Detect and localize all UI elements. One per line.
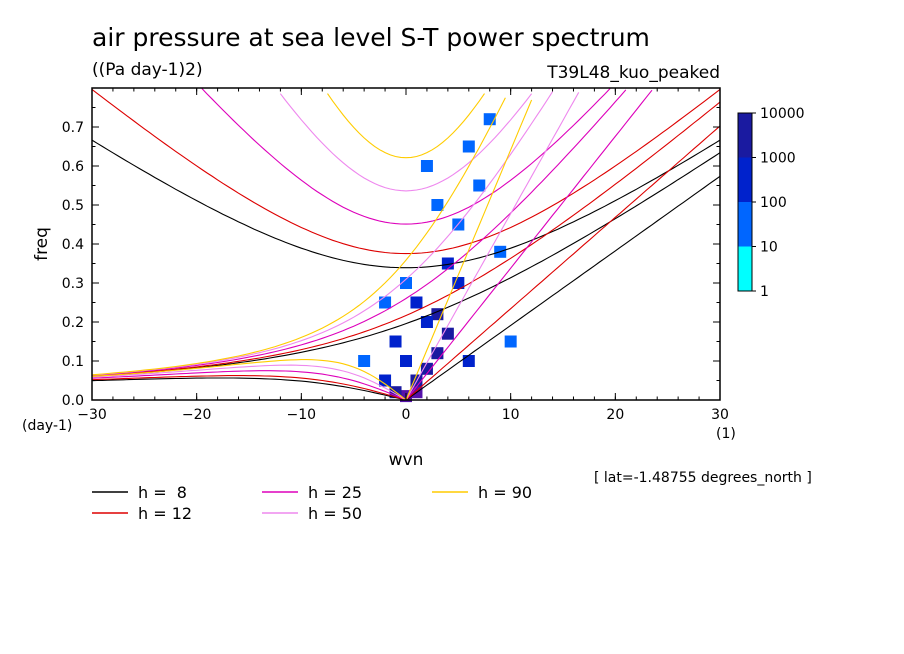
- colorbar: 1 10 100 1000 10000: [737, 106, 805, 300]
- rossby-wave-curve: [91, 370, 407, 401]
- y-tick-label: 0.3: [62, 276, 84, 292]
- y-axis-label: freq: [32, 227, 52, 261]
- rossby-wave-curve: [91, 375, 407, 401]
- x-tick-label: 0: [402, 407, 411, 423]
- colorbar-label: 10: [760, 240, 778, 256]
- kelvin-wave-curve: [405, 175, 721, 401]
- rossby-wave-curve: [91, 364, 407, 401]
- spectrum-cell: [473, 179, 486, 192]
- legend-label: h = 25: [308, 483, 362, 502]
- legend-label: h = 90: [478, 483, 532, 502]
- x-tick-label: 20: [606, 407, 624, 423]
- spectrum-cell: [400, 355, 412, 367]
- kelvin-wave-curve: [405, 125, 721, 401]
- y-tick-label: 0.4: [62, 237, 84, 253]
- x-tick-label: 30: [711, 407, 729, 423]
- x-unit-label: (1): [716, 426, 736, 442]
- y-tick-label: 0.7: [62, 120, 84, 136]
- legend-label: h = 12: [138, 504, 192, 523]
- colorbar-label: 100: [760, 195, 787, 211]
- legend-label: h = 8: [138, 483, 187, 502]
- colorbar-swatch: [738, 202, 752, 247]
- x-axis: −30 −20 −10 0 10 20 30: [77, 88, 729, 423]
- spectrum-cell: [389, 335, 402, 348]
- spectrum-cell: [358, 355, 371, 367]
- spectrum-cell: [420, 362, 433, 375]
- legend: h = 8 h = 12 h = 25 h = 50 h = 90: [92, 483, 532, 523]
- inertia-gravity-curve: [279, 93, 533, 192]
- colorbar-swatch: [738, 157, 752, 202]
- spectrum-contours: [358, 113, 517, 403]
- kelvin-wave-curve: [405, 99, 533, 401]
- y-tick-label: 0.2: [62, 315, 84, 331]
- dispersion-curves: [91, 88, 721, 401]
- mixed-rossby-gravity-curve: [91, 101, 721, 377]
- y-axis: 0.0 0.1 0.2 0.3 0.4 0.5 0.6 0.7: [62, 107, 720, 409]
- colorbar-swatch: [738, 246, 752, 291]
- colorbar-label: 1000: [760, 151, 796, 167]
- x-axis-label: wvn: [389, 450, 424, 470]
- mixed-rossby-gravity-curve: [91, 89, 627, 377]
- x-tick-label: −10: [287, 407, 317, 423]
- spectrum-cell: [420, 160, 433, 172]
- y-tick-label: 0.0: [62, 393, 84, 409]
- chart-units: ((Pa day-1)2): [92, 60, 203, 80]
- y-tick-label: 0.6: [62, 159, 84, 175]
- x-tick-label: 10: [502, 407, 520, 423]
- inertia-gravity-curve: [327, 93, 485, 159]
- mixed-rossby-gravity-curve: [91, 97, 506, 376]
- mixed-rossby-gravity-curve: [91, 152, 721, 377]
- spectrum-cell: [462, 355, 475, 367]
- y-tick-label: 0.5: [62, 198, 84, 214]
- rossby-wave-curve: [91, 377, 407, 401]
- spectrum-cell: [379, 374, 392, 387]
- y-tick-label: 0.1: [62, 354, 84, 370]
- kelvin-wave-curve: [405, 92, 580, 401]
- spectrum-cell: [410, 296, 423, 309]
- experiment-label: T39L48_kuo_peaked: [546, 63, 720, 83]
- spectrum-cell: [452, 277, 465, 289]
- colorbar-label: 1: [760, 284, 769, 300]
- kelvin-wave-curve: [405, 89, 653, 401]
- inertia-gravity-curve: [201, 88, 611, 225]
- inertia-gravity-curve: [91, 139, 721, 269]
- x-tick-label: −20: [182, 407, 212, 423]
- spectrum-cell: [379, 296, 392, 309]
- inertia-gravity-curve: [91, 88, 721, 255]
- legend-label: h = 50: [308, 504, 362, 523]
- x-tick-label: −30: [77, 407, 107, 423]
- colorbar-swatch: [738, 113, 752, 158]
- latitude-footnote: [ lat=-1.48755 degrees_north ]: [594, 470, 812, 486]
- colorbar-label: 10000: [760, 106, 805, 122]
- spectrum-cell: [420, 316, 433, 328]
- chart-title: air pressure at sea level S-T power spec…: [92, 23, 650, 52]
- y-unit-label: (day-1): [22, 418, 72, 434]
- spectrum-cell: [431, 199, 444, 211]
- spectrum-cell: [400, 277, 412, 289]
- spectrum-cell: [462, 140, 475, 153]
- spectrum-cell: [504, 335, 517, 348]
- spectrum-cell: [431, 347, 444, 360]
- rossby-wave-curve: [91, 359, 407, 401]
